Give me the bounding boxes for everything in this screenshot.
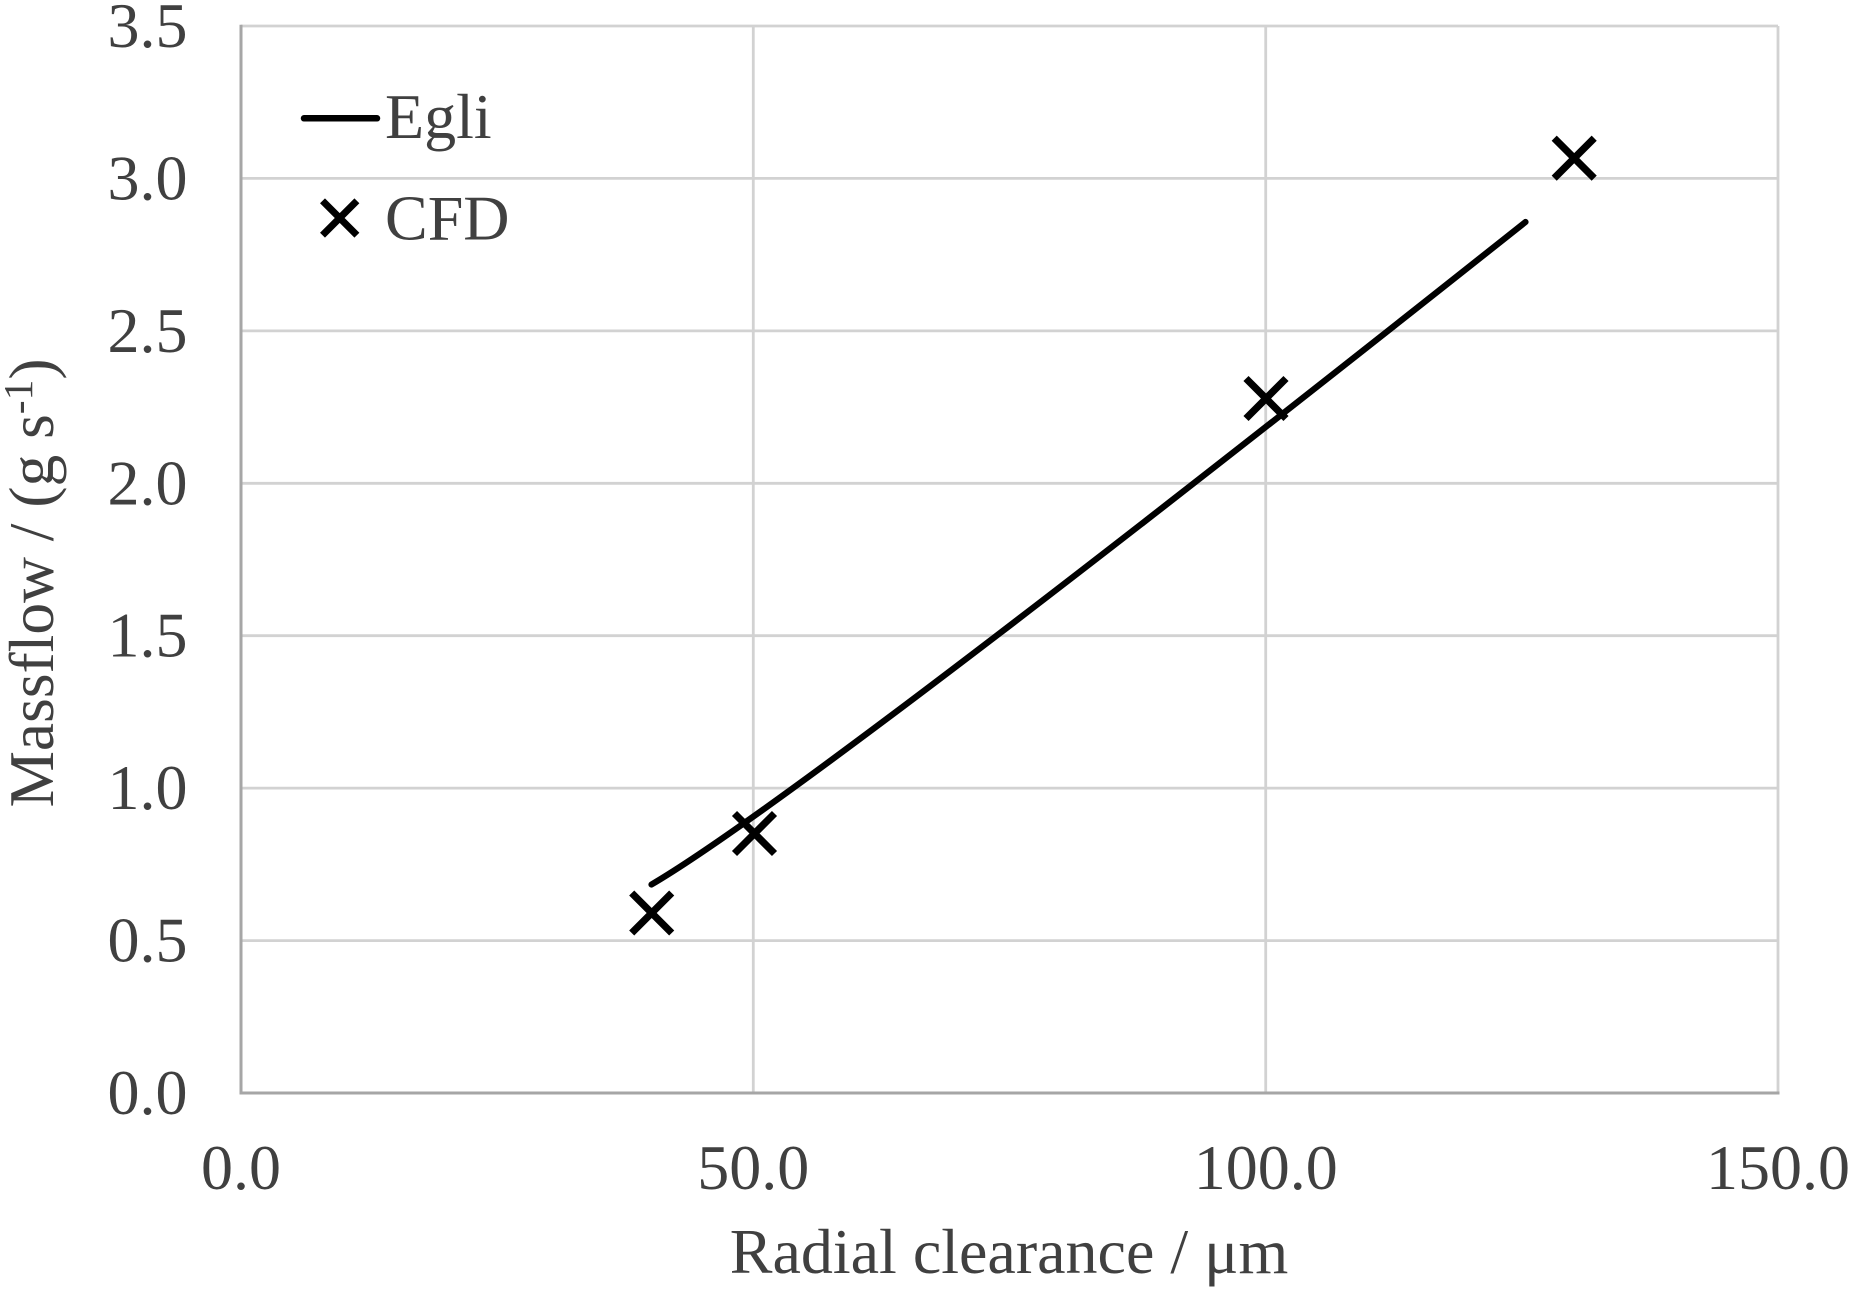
svg-text:0.0: 0.0 bbox=[108, 1057, 188, 1128]
svg-text:CFD: CFD bbox=[385, 182, 510, 253]
svg-text:100.0: 100.0 bbox=[1194, 1132, 1338, 1203]
svg-text:3.0: 3.0 bbox=[108, 142, 188, 213]
svg-text:0.0: 0.0 bbox=[201, 1132, 281, 1203]
svg-text:2.0: 2.0 bbox=[108, 447, 188, 518]
svg-text:3.5: 3.5 bbox=[108, 0, 188, 61]
svg-text:Egli: Egli bbox=[385, 81, 492, 152]
svg-text:Radial clearance / μm: Radial clearance / μm bbox=[730, 1216, 1288, 1287]
svg-text:1.5: 1.5 bbox=[108, 600, 188, 671]
svg-text:150.0: 150.0 bbox=[1706, 1132, 1850, 1203]
svg-text:1.0: 1.0 bbox=[108, 752, 188, 823]
svg-text:2.5: 2.5 bbox=[108, 295, 188, 366]
svg-text:0.5: 0.5 bbox=[108, 905, 188, 976]
svg-text:50.0: 50.0 bbox=[697, 1132, 809, 1203]
svg-text:Massflow / (g s-1): Massflow / (g s-1) bbox=[0, 358, 67, 807]
